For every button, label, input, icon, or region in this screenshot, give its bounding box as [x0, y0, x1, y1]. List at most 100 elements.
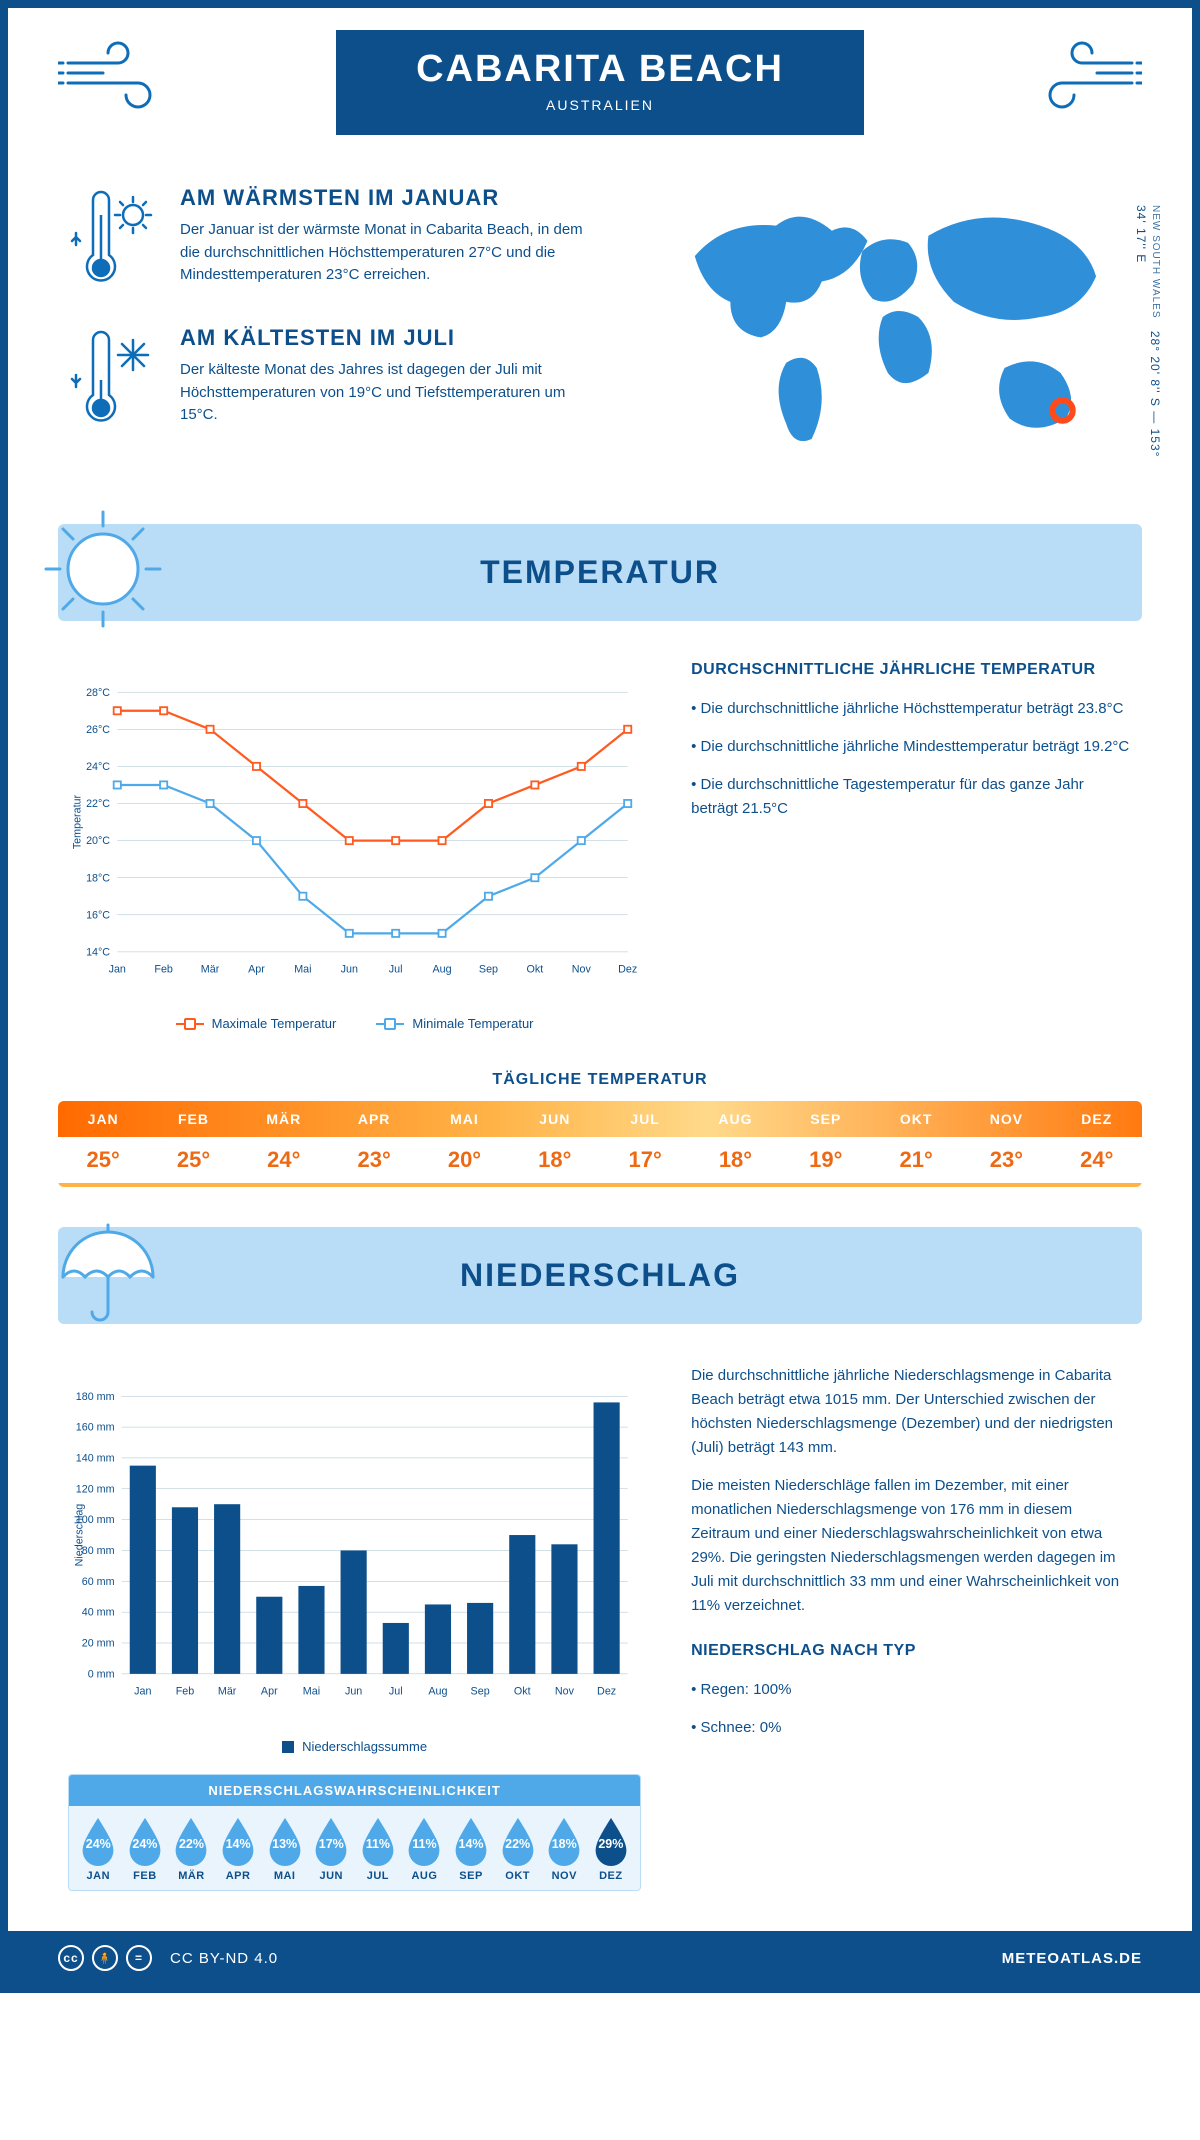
svg-text:26°C: 26°C: [86, 724, 110, 736]
svg-text:20°C: 20°C: [86, 836, 110, 848]
daily-month-cell: OKT: [871, 1101, 961, 1137]
precip-p2: Die meisten Niederschläge fallen im Deze…: [691, 1474, 1132, 1618]
daily-month-cell: JUL: [600, 1101, 690, 1137]
header: CABARITA BEACH AUSTRALIEN: [8, 8, 1192, 145]
probability-cell: 17%JUN: [308, 1816, 355, 1882]
svg-text:Okt: Okt: [527, 964, 544, 976]
svg-text:60 mm: 60 mm: [82, 1576, 115, 1588]
daily-value-cell: 17°: [600, 1137, 690, 1183]
probability-cell: 11%AUG: [401, 1816, 448, 1882]
precip-section: 0 mm20 mm40 mm60 mm80 mm100 mm120 mm140 …: [8, 1324, 1192, 1931]
intro-section: AM WÄRMSTEN IM JANUAR Der Januar ist der…: [8, 145, 1192, 504]
precip-type-0: • Regen: 100%: [691, 1678, 1132, 1702]
daily-temp-table: JANFEBMÄRAPRMAIJUNJULAUGSEPOKTNOVDEZ 25°…: [58, 1101, 1142, 1187]
svg-text:18°C: 18°C: [86, 873, 110, 885]
svg-text:Jul: Jul: [389, 964, 403, 976]
wind-icon-left: [58, 38, 178, 118]
svg-text:Jan: Jan: [134, 1686, 151, 1698]
svg-text:Mär: Mär: [218, 1686, 237, 1698]
license-badges: cc 🧍 = CC BY-ND 4.0: [58, 1945, 278, 1971]
precip-legend: Niederschlagssumme: [68, 1739, 641, 1754]
intro-right: NEW SOUTH WALES 28° 20' 8'' S — 153° 34'…: [644, 185, 1132, 474]
precip-banner-label: NIEDERSCHLAG: [460, 1257, 740, 1293]
svg-text:Niederschlag: Niederschlag: [73, 1504, 85, 1567]
coldest-text: Der kälteste Monat des Jahres ist dagege…: [180, 359, 604, 427]
svg-text:Okt: Okt: [514, 1686, 531, 1698]
daily-value-cell: 20°: [419, 1137, 509, 1183]
temperature-banner: TEMPERATUR: [58, 524, 1142, 621]
cc-icon: cc: [58, 1945, 84, 1971]
svg-text:Feb: Feb: [154, 964, 173, 976]
daily-value-cell: 21°: [871, 1137, 961, 1183]
thermometer-hot-icon: [68, 185, 158, 295]
svg-text:Dez: Dez: [597, 1686, 616, 1698]
daily-value-cell: 19°: [781, 1137, 871, 1183]
footer: cc 🧍 = CC BY-ND 4.0 METEOATLAS.DE: [8, 1931, 1192, 1985]
temperature-text: DURCHSCHNITTLICHE JÄHRLICHE TEMPERATUR •…: [691, 661, 1132, 1031]
coldest-block: AM KÄLTESTEN IM JULI Der kälteste Monat …: [68, 325, 604, 435]
precip-bar-chart: 0 mm20 mm40 mm60 mm80 mm100 mm120 mm140 …: [68, 1364, 641, 1724]
by-icon: 🧍: [92, 1945, 118, 1971]
daily-month-cell: FEB: [148, 1101, 238, 1137]
svg-text:Jul: Jul: [389, 1686, 403, 1698]
probability-cell: 22%MÄR: [168, 1816, 215, 1882]
svg-text:24°C: 24°C: [86, 761, 110, 773]
legend-item: Minimale Temperatur: [376, 1016, 533, 1031]
svg-text:Jun: Jun: [341, 964, 358, 976]
svg-text:120 mm: 120 mm: [76, 1484, 115, 1496]
daily-month-cell: NOV: [961, 1101, 1051, 1137]
thermometer-cold-icon: [68, 325, 158, 435]
license-label: CC BY-ND 4.0: [170, 1950, 278, 1967]
temperature-banner-label: TEMPERATUR: [480, 554, 720, 590]
probability-title: NIEDERSCHLAGSWAHRSCHEINLICHKEIT: [69, 1775, 640, 1806]
precip-legend-label: Niederschlagssumme: [302, 1739, 427, 1754]
svg-text:Aug: Aug: [428, 1686, 447, 1698]
probability-cell: 22%OKT: [494, 1816, 541, 1882]
svg-text:14°C: 14°C: [86, 947, 110, 959]
warmest-text: Der Januar ist der wärmste Monat in Caba…: [180, 219, 604, 287]
svg-text:Temperatur: Temperatur: [72, 795, 84, 850]
probability-cell: 13%MAI: [261, 1816, 308, 1882]
coldest-title: AM KÄLTESTEN IM JULI: [180, 325, 604, 351]
daily-value-cell: 25°: [148, 1137, 238, 1183]
svg-text:Mär: Mär: [201, 964, 220, 976]
daily-temp-title: TÄGLICHE TEMPERATUR: [8, 1071, 1192, 1089]
region-label: NEW SOUTH WALES: [1150, 205, 1161, 319]
wind-icon-right: [1022, 38, 1142, 118]
daily-month-cell: AUG: [690, 1101, 780, 1137]
svg-text:Feb: Feb: [176, 1686, 195, 1698]
lat-label: 28° 20' 8'' S: [1148, 331, 1162, 407]
probability-cell: 24%FEB: [122, 1816, 169, 1882]
daily-month-cell: APR: [329, 1101, 419, 1137]
daily-value-cell: 18°: [690, 1137, 780, 1183]
warmest-title: AM WÄRMSTEN IM JANUAR: [180, 185, 604, 211]
probability-cell: 14%APR: [215, 1816, 262, 1882]
daily-month-cell: DEZ: [1052, 1101, 1142, 1137]
warmest-block: AM WÄRMSTEN IM JANUAR Der Januar ist der…: [68, 185, 604, 295]
daily-value-cell: 23°: [961, 1137, 1051, 1183]
svg-text:Mai: Mai: [294, 964, 311, 976]
world-map: NEW SOUTH WALES 28° 20' 8'' S — 153° 34'…: [644, 185, 1132, 474]
temp-bullet-2: • Die durchschnittliche Tagestemperatur …: [691, 773, 1132, 821]
precip-banner: NIEDERSCHLAG: [58, 1227, 1142, 1324]
daily-month-cell: JUN: [510, 1101, 600, 1137]
svg-text:Nov: Nov: [555, 1686, 575, 1698]
precip-p1: Die durchschnittliche jährliche Niedersc…: [691, 1364, 1132, 1460]
svg-text:Jun: Jun: [345, 1686, 362, 1698]
precip-text: Die durchschnittliche jährliche Niedersc…: [691, 1364, 1132, 1891]
svg-text:Apr: Apr: [248, 964, 265, 976]
svg-text:140 mm: 140 mm: [76, 1453, 115, 1465]
site-label: METEOATLAS.DE: [1002, 1950, 1142, 1967]
daily-value-cell: 18°: [510, 1137, 600, 1183]
svg-text:28°C: 28°C: [86, 687, 110, 699]
svg-text:20 mm: 20 mm: [82, 1638, 115, 1650]
coordinates: NEW SOUTH WALES 28° 20' 8'' S — 153° 34'…: [1134, 205, 1162, 474]
temperature-section: 14°C16°C18°C20°C22°C24°C26°C28°CTemperat…: [8, 621, 1192, 1051]
svg-text:Apr: Apr: [261, 1686, 278, 1698]
svg-text:Sep: Sep: [479, 964, 498, 976]
precip-type-heading: NIEDERSCHLAG NACH TYP: [691, 1642, 1132, 1660]
temp-bullet-0: • Die durchschnittliche jährliche Höchst…: [691, 697, 1132, 721]
daily-value-cell: 24°: [239, 1137, 329, 1183]
title-banner: CABARITA BEACH AUSTRALIEN: [336, 30, 864, 135]
temperature-chart-col: 14°C16°C18°C20°C22°C24°C26°C28°CTemperat…: [68, 661, 641, 1031]
